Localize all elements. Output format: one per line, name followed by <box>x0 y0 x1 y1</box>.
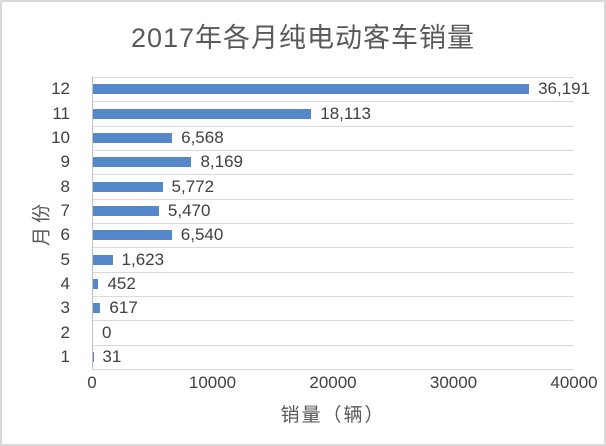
category-tick-label: 8 <box>60 176 70 196</box>
gridline <box>92 271 574 273</box>
category-tick-label: 5 <box>60 249 70 269</box>
data-label: 36,191 <box>538 79 591 99</box>
chart-title: 2017年各月纯电动客车销量 <box>130 23 476 53</box>
data-label: 18,113 <box>320 103 371 123</box>
bar-month-6 <box>93 230 172 241</box>
bar-month-12 <box>93 84 530 95</box>
y-axis-line <box>92 77 93 369</box>
gridline <box>92 174 574 176</box>
category-tick-label: 4 <box>60 273 70 293</box>
data-label: 1,623 <box>121 249 165 269</box>
data-label: 0 <box>102 322 112 342</box>
category-tick-label: 12 <box>51 79 70 99</box>
data-label: 6,540 <box>180 225 224 245</box>
bar-month-4 <box>93 278 99 289</box>
gridline <box>92 247 574 249</box>
value-tick-label: 0 <box>87 373 97 392</box>
category-tick-label: 6 <box>60 225 70 245</box>
bar-month-10 <box>93 132 173 143</box>
category-tick-label: 1 <box>60 346 70 366</box>
data-label: 8,169 <box>200 152 243 172</box>
value-tick-label: 30000 <box>429 373 478 392</box>
data-label: 5,772 <box>171 176 215 196</box>
value-tick-label: 10000 <box>188 373 237 392</box>
gridline <box>92 77 574 78</box>
gridline <box>92 150 574 151</box>
gridline <box>92 125 574 127</box>
data-label: 31 <box>102 346 122 366</box>
bar-month-11 <box>93 108 312 119</box>
data-label: 617 <box>109 298 138 318</box>
x-axis-title: 销量（辆） <box>280 405 386 426</box>
category-tick-label: 7 <box>60 200 70 220</box>
data-label: 5,470 <box>167 200 211 220</box>
bar-month-8 <box>93 181 163 192</box>
value-tick-label: 40000 <box>550 373 598 392</box>
category-tick-label: 11 <box>52 103 70 123</box>
plot-area: 36,191 18,113 6,568 8,169 5,772 5,470 6,540 1,6… <box>92 77 590 370</box>
data-label: 452 <box>107 273 136 293</box>
category-tick-label: 3 <box>60 298 70 318</box>
data-label: 6,568 <box>181 127 224 147</box>
gridline <box>92 296 574 297</box>
value-tick-label: 20000 <box>309 373 357 392</box>
category-tick-label: 10 <box>51 127 70 147</box>
gridline <box>92 198 574 200</box>
gridline <box>92 101 574 103</box>
gridline <box>92 223 574 224</box>
category-tick-label: 2 <box>60 322 70 342</box>
bar-month-9 <box>93 157 192 168</box>
gridline <box>92 369 574 370</box>
bar-month-7 <box>93 205 159 216</box>
bar-month-5 <box>93 254 113 265</box>
bar-month-3 <box>93 303 101 314</box>
gridline <box>92 344 574 346</box>
gridline <box>92 320 574 322</box>
category-tick-label: 9 <box>60 152 70 172</box>
